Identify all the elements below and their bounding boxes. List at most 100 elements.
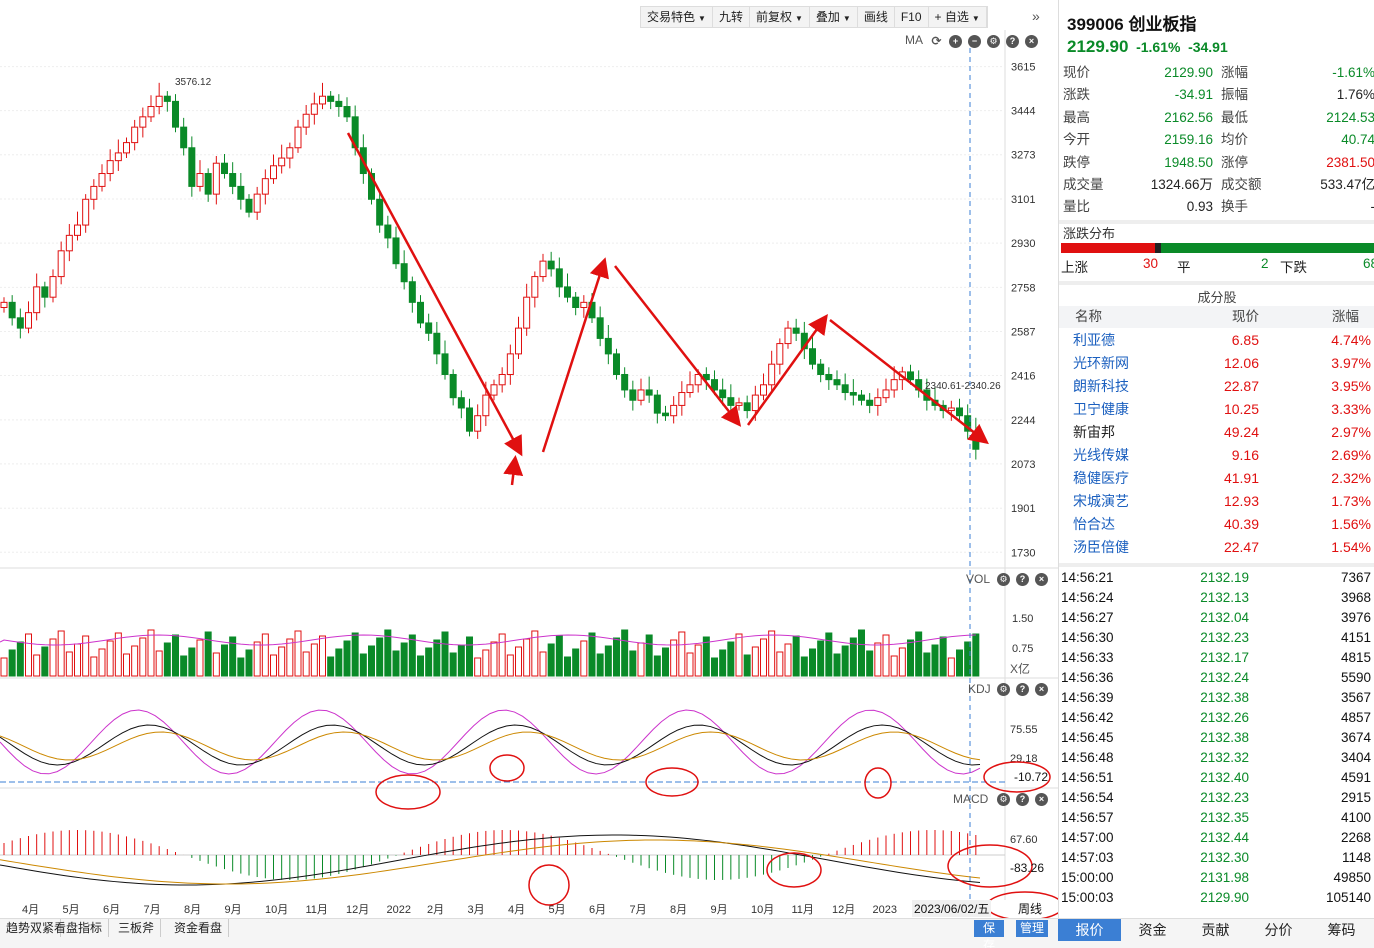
stock-price: 40.39: [1223, 516, 1259, 532]
minus-icon[interactable]: −: [968, 35, 981, 48]
toolbar-item[interactable]: 叠加 ▼: [810, 7, 858, 27]
highlight-circle: [983, 761, 1051, 793]
constituent-row[interactable]: 朗新科技 22.87 3.95%: [1059, 375, 1374, 398]
tick-price: 2132.23: [1200, 630, 1249, 645]
stock-name[interactable]: 卫宁健康: [1073, 401, 1129, 417]
x-tick-label: 10月: [265, 904, 288, 916]
quote-tab[interactable]: 资金: [1138, 922, 1167, 938]
stock-name[interactable]: 利亚德: [1073, 332, 1115, 348]
volume-bar: [245, 649, 253, 677]
chart-area[interactable]: 3615 3444 3273 3101 2930 2758 2587 2416 2244 2073…: [0, 0, 1058, 918]
candle-body: [65, 234, 73, 252]
stock-name[interactable]: 朗新科技: [1073, 378, 1129, 394]
constituent-row[interactable]: 光环新网 12.06 3.97%: [1059, 352, 1374, 375]
toolbar-item[interactable]: 交易特色 ▼: [641, 7, 713, 27]
indicator-tab[interactable]: 趋势双紧: [0, 919, 62, 937]
stock-name[interactable]: 新宙邦: [1073, 424, 1115, 440]
tick-time: 15:00:00: [1061, 870, 1114, 885]
macd-label[interactable]: MACD: [953, 792, 989, 806]
stock-name[interactable]: 宋城演艺: [1073, 493, 1129, 509]
gear-icon[interactable]: ⚙: [997, 793, 1010, 806]
stock-name[interactable]: 光线传媒: [1073, 447, 1129, 463]
save-button[interactable]: 保存: [974, 920, 1004, 948]
constituents-list: 利亚德 6.85 4.74% 光环新网 12.06 3.97% 朗新科技 22.87 3.95%…: [1059, 329, 1374, 559]
kdj-label[interactable]: KDJ: [968, 682, 991, 696]
candle-body: [849, 392, 857, 396]
x-tick-label: 9月: [225, 904, 242, 916]
quote-tab[interactable]: 分价: [1264, 922, 1293, 938]
stock-price: 6.85: [1231, 332, 1259, 348]
ma-label[interactable]: MA: [905, 33, 923, 47]
plus-icon[interactable]: +: [949, 35, 962, 48]
kline-chart-svg[interactable]: 3615 3444 3273 3101 2930 2758 2587 2416 2244 2073…: [0, 0, 1058, 918]
close-icon[interactable]: ×: [1035, 793, 1048, 806]
stock-name[interactable]: 怡合达: [1073, 516, 1115, 532]
volume-bar: [474, 657, 482, 677]
stock-change: 3.97%: [1331, 355, 1371, 371]
volume-bar: [539, 651, 547, 677]
volume-bar: [858, 629, 865, 677]
indicator-tab[interactable]: 看盘指标: [48, 919, 110, 937]
price-tick-label: 2416: [1011, 371, 1035, 383]
quote-value: 2124.53: [1326, 109, 1374, 125]
stock-name[interactable]: 稳健医疗: [1073, 470, 1129, 486]
volume-bar: [776, 651, 784, 677]
indicator-tab[interactable]: 三板斧: [112, 919, 162, 937]
close-icon[interactable]: ×: [1025, 35, 1038, 48]
indicator-tab[interactable]: 资金看盘: [168, 919, 230, 937]
gear-icon[interactable]: ⚙: [997, 683, 1010, 696]
gear-icon[interactable]: ⚙: [997, 573, 1010, 586]
toolbar-item-label: F10: [900, 10, 922, 24]
tick-time: 14:56:57: [1061, 810, 1114, 825]
x-tick-label: 6月: [103, 904, 120, 916]
help-icon[interactable]: ?: [1016, 793, 1029, 806]
stock-name[interactable]: 汤臣倍健: [1073, 539, 1129, 555]
quote-key: 涨幅: [1221, 65, 1248, 80]
constituent-row[interactable]: 光线传媒 9.16 2.69%: [1059, 444, 1374, 467]
gear-icon[interactable]: ⚙: [987, 35, 1000, 48]
toolbar-item[interactable]: F10: [895, 7, 929, 27]
tick-volume: 3674: [1340, 730, 1371, 745]
constituent-row[interactable]: 汤臣倍健 22.47 1.54%: [1059, 536, 1374, 559]
more-icon[interactable]: »: [1032, 8, 1040, 24]
tick-row: 15:00:03 2129.90 105140: [1059, 888, 1374, 908]
toolbar-item-label: 画线: [863, 10, 888, 24]
quote-tab[interactable]: 筹码: [1327, 922, 1356, 938]
kdj-k-line: [0, 724, 981, 766]
volume-bar: [907, 639, 914, 677]
header-name[interactable]: 名称: [1075, 309, 1102, 324]
stock-name[interactable]: 光环新网: [1073, 355, 1129, 371]
candle-body: [368, 173, 375, 200]
help-icon[interactable]: ?: [1016, 683, 1029, 696]
highlight-circle: [489, 754, 525, 782]
toolbar-item[interactable]: 画线: [858, 7, 895, 27]
quote-tab[interactable]: 贡献: [1201, 922, 1230, 938]
quote-tab[interactable]: 报价: [1058, 919, 1121, 941]
close-icon[interactable]: ×: [1035, 683, 1048, 696]
volume-bar: [874, 642, 882, 677]
quote-panel: 399006 创业板指 2129.90 -1.61% -34.91 现价 2129…: [1058, 0, 1374, 918]
stock-change: 4.74%: [1331, 332, 1371, 348]
toolbar-item[interactable]: 九转: [713, 7, 750, 27]
close-icon[interactable]: ×: [1035, 573, 1048, 586]
constituent-row[interactable]: 稳健医疗 41.91 2.32%: [1059, 467, 1374, 490]
period-label[interactable]: 周线: [1018, 902, 1043, 916]
toolbar-item[interactable]: 前复权 ▼: [750, 7, 810, 27]
help-icon[interactable]: ?: [1006, 35, 1019, 48]
toolbar-item[interactable]: + 自选 ▼: [929, 7, 987, 27]
constituent-row[interactable]: 利亚德 6.85 4.74%: [1059, 329, 1374, 352]
constituent-row[interactable]: 宋城演艺 12.93 1.73%: [1059, 490, 1374, 513]
price-tick-label: 2587: [1011, 326, 1035, 338]
candle-body: [841, 384, 849, 394]
constituent-row[interactable]: 怡合达 40.39 1.56%: [1059, 513, 1374, 536]
header-change[interactable]: 涨幅: [1332, 309, 1359, 324]
vol-label[interactable]: VOL: [966, 572, 991, 586]
header-price[interactable]: 现价: [1232, 309, 1259, 324]
manage-button[interactable]: 管理: [1016, 920, 1048, 937]
help-icon[interactable]: ?: [1016, 573, 1029, 586]
candle-body: [163, 95, 171, 102]
constituent-row[interactable]: 卫宁健康 10.25 3.33%: [1059, 398, 1374, 421]
constituent-row[interactable]: 新宙邦 49.24 2.97%: [1059, 421, 1374, 444]
toolbar-item-label: 前复权: [755, 10, 792, 24]
refresh-icon[interactable]: ⟳: [931, 34, 942, 48]
